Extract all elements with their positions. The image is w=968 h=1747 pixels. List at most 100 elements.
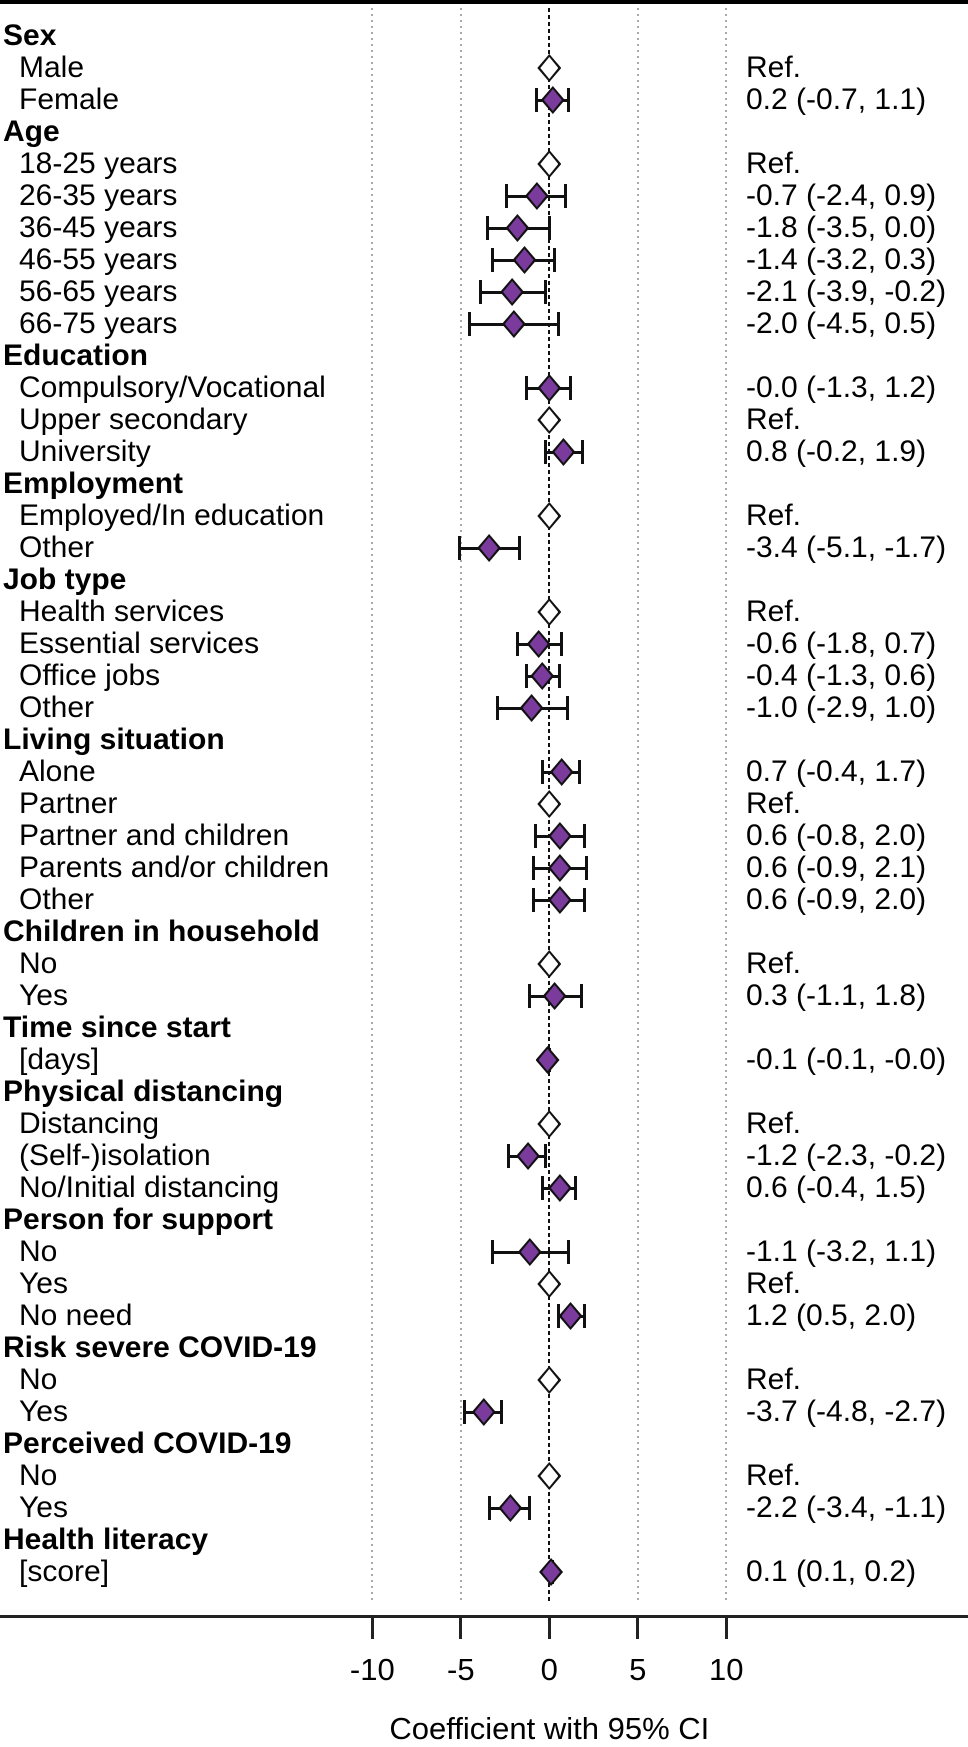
ref-diamond-marker: [540, 505, 559, 527]
ci-cap-left: [485, 216, 489, 240]
group-header-label: Living situation: [3, 723, 225, 756]
value-label: 0.6 (-0.4, 1.5): [746, 1171, 927, 1204]
ref-diamond-marker: [540, 1369, 559, 1391]
row-label: Yes: [19, 1395, 68, 1428]
x-axis-tick: [724, 1617, 728, 1639]
ci-cap-right: [574, 1176, 578, 1200]
row-label: Compulsory/Vocational: [19, 371, 326, 404]
ci-cap-left: [496, 696, 500, 720]
group-header-label: Physical distancing: [3, 1075, 284, 1108]
diamond-marker: [515, 249, 534, 271]
group-header-label: Perceived COVID-19: [3, 1427, 292, 1460]
diamond-marker: [550, 1177, 569, 1199]
diamond-marker: [540, 377, 559, 399]
value-label: -2.1 (-3.9, -0.2): [746, 275, 947, 308]
row-label: 56-65 years: [19, 275, 178, 308]
diamond-marker: [550, 889, 569, 911]
ci-cap-left: [540, 1176, 544, 1200]
group-header-label: Time since start: [3, 1011, 231, 1044]
group-header-label: Age: [3, 115, 60, 148]
value-label: 0.6 (-0.8, 2.0): [746, 819, 927, 852]
ci-cap-right: [577, 760, 581, 784]
x-axis-tick-label: 0: [540, 1652, 558, 1687]
ci-cap-right: [553, 248, 557, 272]
value-label: Ref.: [746, 595, 802, 628]
ci-cap-left: [544, 440, 548, 464]
row-label: No: [19, 1459, 58, 1492]
ci-cap-right: [567, 88, 571, 112]
diamond-marker: [545, 985, 564, 1007]
ref-diamond-marker: [540, 953, 559, 975]
value-label: 0.6 (-0.9, 2.1): [746, 851, 927, 884]
value-label: Ref.: [746, 787, 802, 820]
ci-cap-right: [528, 1496, 532, 1520]
ci-cap-right: [567, 1240, 571, 1264]
value-label: -0.4 (-1.3, 0.6): [746, 659, 937, 692]
x-axis-tick-label: 10: [709, 1652, 744, 1687]
value-label: 0.3 (-1.1, 1.8): [746, 979, 927, 1012]
value-label: -1.1 (-3.2, 1.1): [746, 1235, 937, 1268]
diamond-marker: [529, 633, 548, 655]
ci-cap-left: [487, 1496, 491, 1520]
ci-cap-right: [581, 440, 585, 464]
ci-cap-right: [583, 824, 587, 848]
group-header-label: Sex: [3, 19, 57, 52]
ci-cap-right: [583, 1304, 587, 1328]
ci-cap-left: [531, 888, 535, 912]
x-axis-tick: [370, 1617, 374, 1639]
x-axis-title: Coefficient with 95% CI: [389, 1711, 710, 1746]
gridline: [459, 8, 462, 1604]
ci-cap-right: [544, 280, 548, 304]
diamond-marker: [503, 281, 522, 303]
ref-diamond-marker: [540, 409, 559, 431]
row-label: Partner: [19, 787, 118, 820]
row-label: [score]: [19, 1555, 110, 1588]
diamond-marker: [533, 665, 552, 687]
row-label: No/Initial distancing: [19, 1171, 280, 1204]
ci-cap-left: [491, 1240, 495, 1264]
ci-cap-left: [457, 536, 461, 560]
diamond-marker: [480, 537, 499, 559]
ref-diamond-marker: [540, 601, 559, 623]
ci-cap-left: [515, 632, 519, 656]
ref-diamond-marker: [540, 793, 559, 815]
value-label: -3.4 (-5.1, -1.7): [746, 531, 947, 564]
x-axis-tick: [547, 1617, 551, 1639]
row-label: (Self-)isolation: [19, 1139, 211, 1172]
ci-cap-left: [462, 1400, 466, 1424]
row-label: Distancing: [19, 1107, 160, 1140]
row-label: 36-45 years: [19, 211, 178, 244]
ci-cap-left: [478, 280, 482, 304]
ci-cap-left: [531, 856, 535, 880]
x-axis-line: [0, 1615, 968, 1618]
ci-cap-right: [569, 376, 573, 400]
row-label: Essential services: [19, 627, 260, 660]
ci-cap-right: [584, 856, 588, 880]
row-label: Yes: [19, 1267, 68, 1300]
row-label: Parents and/or children: [19, 851, 330, 884]
row-label: Other: [19, 691, 95, 724]
row-label: 26-35 years: [19, 179, 178, 212]
row-label: Female: [19, 83, 120, 116]
row-label: University: [19, 435, 151, 468]
row-label: No: [19, 1235, 58, 1268]
diamond-marker: [522, 697, 541, 719]
ci-cap-left: [556, 1304, 560, 1328]
group-header-label: Health literacy: [3, 1523, 209, 1556]
ci-cap-right: [517, 536, 521, 560]
value-label: -0.1 (-0.1, -0.0): [746, 1043, 947, 1076]
row-label: No need: [19, 1299, 133, 1332]
value-label: -0.7 (-2.4, 0.9): [746, 179, 937, 212]
diamond-marker: [552, 761, 571, 783]
row-label: No: [19, 1363, 58, 1396]
value-label: -2.0 (-4.5, 0.5): [746, 307, 937, 340]
row-label: 18-25 years: [19, 147, 178, 180]
gridline: [371, 8, 374, 1604]
group-header-label: Risk severe COVID-19: [3, 1331, 317, 1364]
gridline: [636, 8, 639, 1604]
row-label: Health services: [19, 595, 225, 628]
value-label: 0.6 (-0.9, 2.0): [746, 883, 927, 916]
row-label: Employed/In education: [19, 499, 325, 532]
ci-cap-right: [579, 984, 583, 1008]
